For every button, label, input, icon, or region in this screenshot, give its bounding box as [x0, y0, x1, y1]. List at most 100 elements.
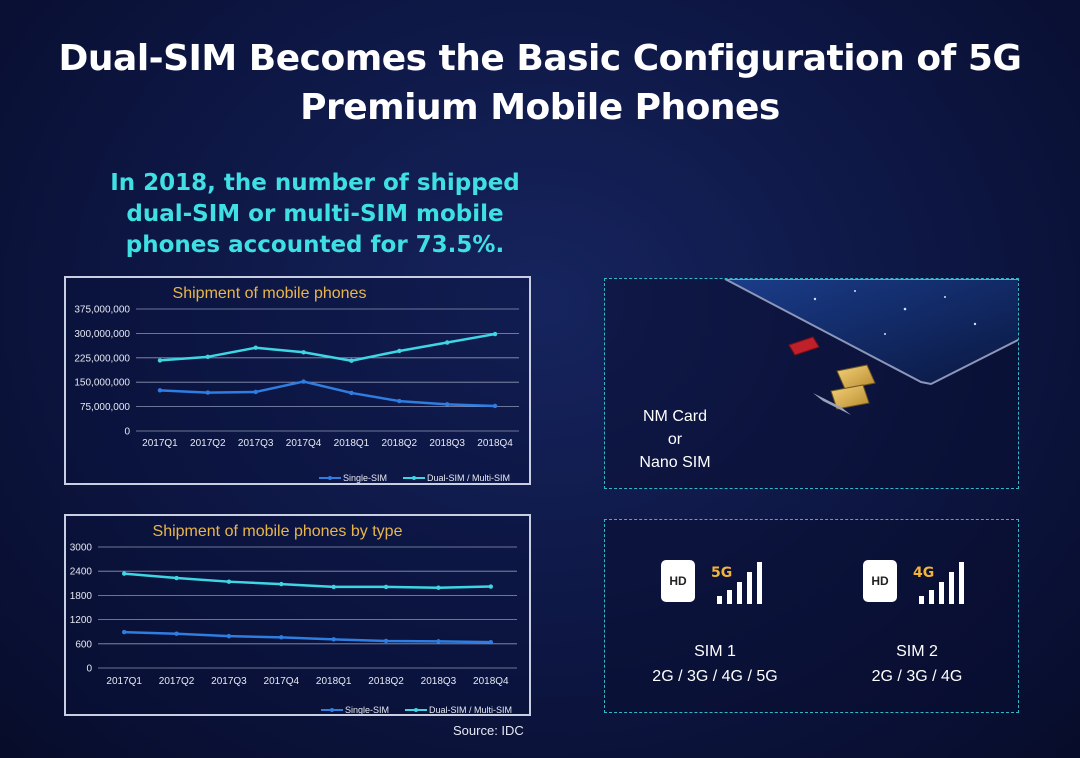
chart-plot: 0 600 1200 1800 2400 3000 2017Q1 2017Q2 2017Q3 20…	[70, 543, 517, 714]
data-point	[253, 345, 258, 350]
network-4g-label: 4G	[913, 565, 935, 581]
headline-line-1: In 2018, the number of shipped	[110, 170, 520, 196]
data-point	[121, 629, 127, 635]
data-point	[226, 633, 232, 639]
data-point	[492, 331, 498, 337]
legend-label: Single-SIM	[345, 705, 389, 714]
series-line	[124, 630, 491, 644]
data-point	[488, 584, 494, 589]
sim1-name: SIM 1	[694, 643, 736, 660]
x-tick-label: 2018Q1	[316, 676, 352, 687]
legend-marker	[328, 476, 332, 480]
data-point	[301, 350, 306, 355]
data-point	[205, 390, 211, 395]
y-tick-label: 75,000,000	[80, 402, 130, 413]
card-caption-line-2: or	[667, 431, 683, 448]
chart-title: Shipment of mobile phones by type	[152, 523, 403, 540]
x-tick-label: 2018Q4	[473, 676, 509, 687]
data-point	[349, 358, 354, 363]
legend-label: Dual-SIM / Multi-SIM	[429, 705, 512, 714]
title-line-2: Premium Mobile Phones	[300, 87, 780, 128]
card-caption: NM Card or Nano SIM	[625, 405, 725, 474]
data-point	[174, 631, 179, 636]
data-point	[397, 398, 402, 404]
y-tick-label: 600	[75, 639, 92, 650]
x-tick-label: 2017Q2	[190, 438, 226, 449]
data-point	[444, 402, 450, 407]
network-5g-label: 5G	[711, 565, 733, 581]
legend-label: Dual-SIM / Multi-SIM	[427, 473, 510, 483]
y-tick-label: 300,000,000	[74, 329, 130, 340]
x-tick-label: 2018Q1	[334, 438, 370, 449]
series-line	[124, 572, 491, 589]
y-tick-label: 225,000,000	[74, 353, 130, 364]
x-tick-label: 2017Q3	[238, 438, 274, 449]
signal-bars-icon	[717, 562, 762, 604]
nm-card-panel: NM Card or Nano SIM	[604, 278, 1019, 489]
y-tick-label: 375,000,000	[74, 305, 130, 316]
title-line-1: Dual-SIM Becomes the Basic Configuration…	[58, 38, 1022, 79]
dual-sim-panel: HD 5G SIM 1 2G / 3G / 4G / 5G HD 4G SIM …	[604, 519, 1019, 713]
hd-badge-icon: HD	[661, 560, 695, 602]
card-caption-line-3: Nano SIM	[639, 454, 711, 471]
y-tick-label: 1800	[70, 591, 93, 602]
x-tick-label: 2017Q1	[142, 438, 178, 449]
sim2-bands: 2G / 3G / 4G	[871, 668, 963, 685]
sim1-bands: 2G / 3G / 4G / 5G	[652, 668, 778, 685]
legend-marker	[414, 708, 418, 712]
legend-marker	[412, 476, 416, 480]
data-point	[226, 579, 232, 584]
series-line	[159, 380, 496, 408]
x-tick-label: 2018Q4	[477, 438, 513, 449]
x-tick-label: 2017Q2	[159, 676, 195, 687]
data-point	[121, 571, 127, 576]
phone-sim-tray-illustration	[724, 279, 1018, 415]
signal-bars-icon	[919, 562, 964, 604]
y-tick-label: 3000	[70, 543, 93, 554]
chart-shipments-by-type: Shipment of mobile phones by type 0 600 12…	[64, 514, 531, 716]
x-tick-label: 2017Q1	[106, 676, 142, 687]
x-tick-label: 2017Q4	[286, 438, 322, 449]
hd-badge-icon: HD	[863, 560, 897, 602]
data-point	[331, 637, 336, 642]
y-tick-label: 2400	[70, 567, 93, 578]
data-point	[331, 584, 336, 590]
headline-line-2: dual-SIM or multi-SIM mobile	[126, 201, 504, 227]
data-point	[279, 581, 284, 587]
series-line	[159, 332, 496, 362]
data-point	[383, 584, 389, 590]
x-tick-label: 2018Q3	[421, 676, 457, 687]
page-title: Dual-SIM Becomes the Basic Configuration…	[0, 34, 1080, 132]
card-caption-line-1: NM Card	[642, 408, 707, 425]
data-point	[279, 635, 284, 640]
x-tick-label: 2018Q2	[368, 676, 404, 687]
chart-title: Shipment of mobile phones	[172, 285, 367, 302]
source-note: Source: IDC	[453, 723, 524, 738]
y-tick-label: 0	[124, 427, 130, 438]
data-point	[174, 575, 179, 581]
x-tick-label: 2017Q3	[211, 676, 247, 687]
data-point	[488, 639, 494, 645]
x-tick-label: 2017Q4	[264, 676, 300, 687]
data-point	[157, 358, 163, 363]
sim1-label: SIM 1 2G / 3G / 4G / 5G	[625, 639, 805, 689]
y-tick-label: 150,000,000	[74, 378, 130, 389]
data-point	[397, 348, 402, 354]
data-point	[253, 389, 258, 395]
data-point	[205, 354, 211, 360]
data-point	[383, 638, 389, 644]
sim2-name: SIM 2	[896, 643, 938, 660]
sim2-label: SIM 2 2G / 3G / 4G	[827, 639, 1007, 689]
chart-plot: 0 75,000,000 150,000,000 225,000,000 300,000…	[74, 305, 519, 483]
legend-marker	[330, 708, 334, 712]
data-point	[436, 639, 441, 644]
data-point	[301, 379, 306, 384]
legend-label: Single-SIM	[343, 473, 387, 483]
y-tick-label: 1200	[70, 615, 93, 626]
headline-line-3: phones accounted for 73.5%.	[125, 232, 505, 258]
x-tick-label: 2018Q3	[429, 438, 465, 449]
data-point	[444, 340, 450, 345]
y-tick-label: 0	[86, 664, 92, 675]
headline: In 2018, the number of shipped dual-SIM …	[70, 168, 560, 261]
data-point	[492, 403, 498, 409]
